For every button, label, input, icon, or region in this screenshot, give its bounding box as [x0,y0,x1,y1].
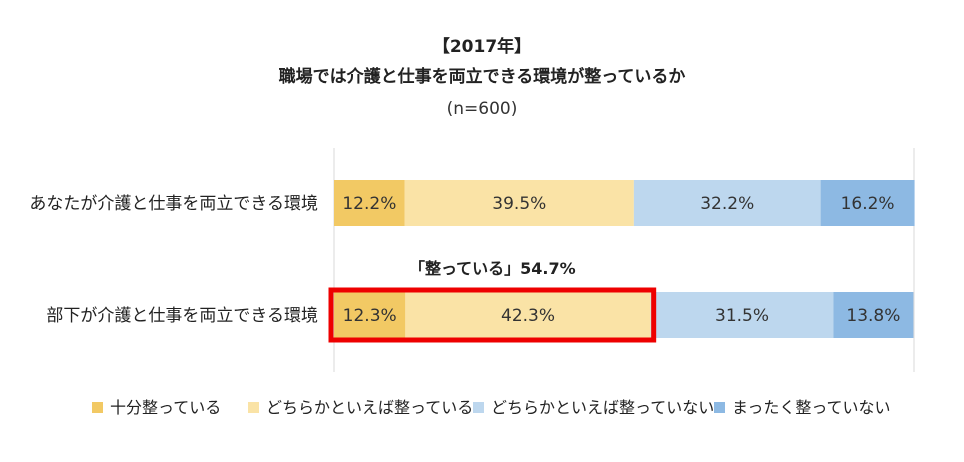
chart-subtitle: 職場では介護と仕事を両立できる環境が整っているか [279,66,686,87]
chart-title: 【2017年】 [433,36,531,57]
bar-segment [633,180,821,226]
category-label: あなたが介護と仕事を両立できる環境 [29,194,318,214]
legend-label: 十分整っている [110,398,221,417]
bar-segment [334,292,406,338]
annotation-label: 「整っている」54.7% [409,259,576,278]
data-label: 13.8% [846,306,900,326]
data-label: 31.5% [715,306,769,326]
bar-segment [404,180,634,226]
category-label: 部下が介護と仕事を両立できる環境 [46,306,318,326]
bar-segment [820,180,915,226]
legend-swatch [92,402,103,413]
legend-swatch [473,402,484,413]
plot-area: あなたが介護と仕事を両立できる環境 12.2% 39.5% 32.2% 16.2% 部下が… [29,148,915,372]
legend: 十分整っている どちらかといえば整っている どちらかといえば整っていない まったく整っ… [92,398,891,417]
data-label: 12.2% [342,194,396,214]
legend-swatch [248,402,259,413]
bar-segment [405,292,651,338]
legend-swatch [714,402,725,413]
bar-segment [833,292,914,338]
data-label: 39.5% [492,194,546,214]
legend-label: まったく整っていない [732,398,891,417]
data-label: 16.2% [841,194,895,214]
legend-label: どちらかといえば整っている [266,398,473,417]
data-label: 12.3% [343,306,397,326]
data-label: 42.3% [501,306,555,326]
highlight-box [328,287,657,343]
data-label: 32.2% [700,194,754,214]
bar-segment [334,180,405,226]
chart-sample-size: (n=600) [447,99,518,119]
legend-label: どちらかといえば整っていない [491,398,714,417]
bar-segment [650,292,834,338]
